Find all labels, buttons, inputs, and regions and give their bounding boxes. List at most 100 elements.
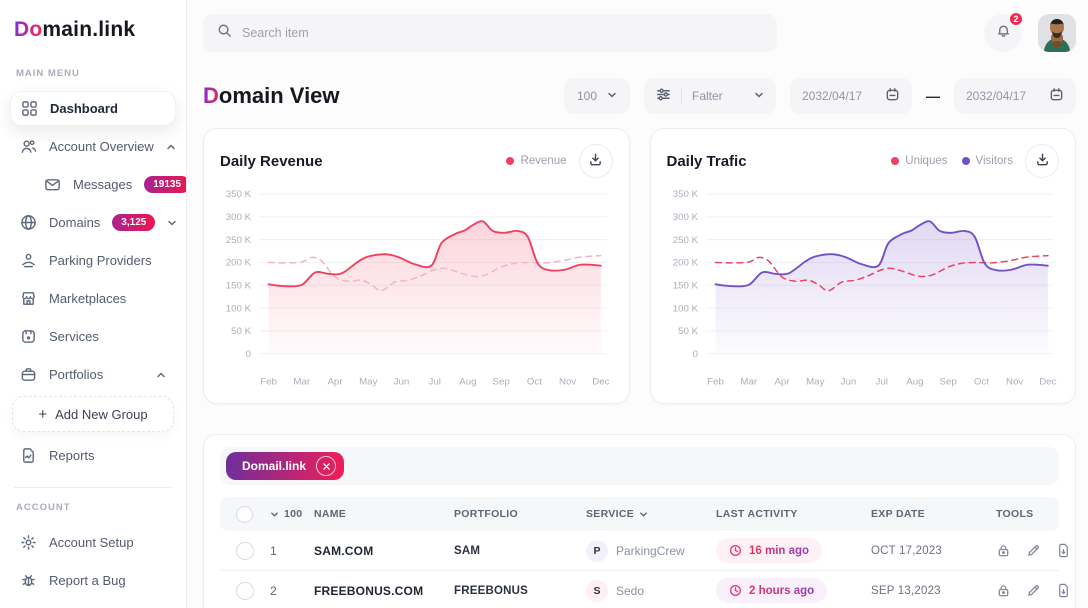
select-all-checkbox[interactable] <box>236 505 253 523</box>
svg-text:Nov: Nov <box>1005 377 1023 388</box>
filter-chip-domail-link[interactable]: Domail.link <box>226 452 345 480</box>
svg-text:50 K: 50 K <box>678 326 699 337</box>
bell-icon <box>995 22 1012 44</box>
download-icon <box>588 152 603 170</box>
download-chart-button[interactable] <box>578 144 613 178</box>
domain-name[interactable]: SAM.COM <box>314 543 374 558</box>
sidebar-item-account-overview[interactable]: Account Overview <box>10 129 176 164</box>
services-box-icon <box>20 328 37 345</box>
page-size-select[interactable]: 100 <box>564 78 630 114</box>
svg-text:Dec: Dec <box>592 377 610 388</box>
svg-text:Jul: Jul <box>428 377 440 388</box>
row-number: 1 <box>270 543 277 558</box>
last-activity-cell: 16 min ago <box>716 538 871 563</box>
notification-count-badge: 2 <box>1008 11 1024 27</box>
chevron-down-icon[interactable] <box>167 218 177 228</box>
page-title: Domain View <box>203 83 340 109</box>
chevron-up-icon[interactable] <box>156 370 166 380</box>
filter-dropdown[interactable]: Falter <box>644 78 776 114</box>
service-name: Sedo <box>616 583 645 598</box>
add-new-group-label: Add New Group <box>55 406 148 422</box>
daily-trafic-chart: 350 K 300 K 250 K 200 K 150 K 100 K 50 K 0 Feb Ma… <box>672 189 1056 388</box>
page-title-accent: D <box>203 83 219 108</box>
svg-text:100 K: 100 K <box>672 304 698 315</box>
svg-text:250 K: 250 K <box>226 235 252 246</box>
sidebar-item-domains[interactable]: Domains 3,125 <box>10 205 177 240</box>
column-name: NAME <box>314 508 347 520</box>
last-activity-pill: 16 min ago <box>716 538 823 563</box>
svg-text:Aug: Aug <box>906 377 923 388</box>
sliders-icon <box>656 87 671 105</box>
charts-row: Daily Revenue Revenue 350 K 300 K 250 K 200… <box>203 128 1076 404</box>
column-count[interactable]: 100 <box>270 508 314 520</box>
sidebar-item-marketplaces[interactable]: Marketplaces <box>10 281 176 316</box>
svg-text:Oct: Oct <box>973 377 988 388</box>
sidebar-item-report-a-bug[interactable]: Report a Bug <box>10 563 176 598</box>
search-input[interactable] <box>242 26 763 40</box>
sidebar-item-account-setup[interactable]: Account Setup <box>10 525 176 560</box>
page-header: Domain View 100 Falter 2032/04/17 <box>203 76 1076 116</box>
column-service[interactable]: SERVICE <box>586 508 716 520</box>
svg-text:Oct: Oct <box>527 377 542 388</box>
table-body: 1 SAM.COM SAM P ParkingCrew 16 min ago O… <box>220 531 1068 608</box>
tools-cell <box>996 543 1075 558</box>
user-avatar[interactable] <box>1038 14 1076 52</box>
chevron-up-icon[interactable] <box>166 142 176 152</box>
daily-revenue-chart: 350 K 300 K 250 K 200 K 150 K 100 K 50 K 0 Feb Ma… <box>226 189 610 388</box>
svg-text:150 K: 150 K <box>672 281 698 292</box>
svg-text:Feb: Feb <box>707 377 724 388</box>
domain-name[interactable]: FREEBONUS.COM <box>314 583 424 598</box>
sidebar-item-portfolios[interactable]: Portfolios <box>10 357 176 392</box>
edit-button[interactable] <box>1026 543 1041 558</box>
file-download-icon <box>1059 583 1068 598</box>
chart-header: Daily Trafic Uniques Visitors <box>667 143 1059 179</box>
svg-text:300 K: 300 K <box>672 212 698 223</box>
search-bar[interactable] <box>203 14 777 52</box>
sidebar-item-label: Dashboard <box>50 101 118 116</box>
sidebar-item-dashboard[interactable]: Dashboard <box>10 91 176 126</box>
gear-icon <box>20 534 37 551</box>
sidebar-item-reports[interactable]: Reports <box>10 438 176 473</box>
users-icon <box>20 138 37 155</box>
chevron-down-icon <box>607 89 617 103</box>
sidebar-item-label: Reports <box>49 448 95 463</box>
remove-filter-icon[interactable] <box>316 456 337 476</box>
sidebar-item-services[interactable]: Services <box>10 319 176 354</box>
tools-cell <box>996 583 1075 598</box>
lock-button[interactable] <box>996 543 1011 558</box>
column-tools: TOOLS <box>996 508 1034 520</box>
chart-title: Daily Revenue <box>220 152 323 170</box>
filter-chip-label: Domail.link <box>242 459 307 473</box>
service-initial-badge: S <box>586 579 608 602</box>
row-checkbox[interactable] <box>236 541 254 560</box>
date-from-picker[interactable]: 2032/04/17 <box>790 78 912 114</box>
svg-text:Jul: Jul <box>875 377 887 388</box>
table-row: 1 SAM.COM SAM P ParkingCrew 16 min ago O… <box>220 531 1068 571</box>
sidebar-item-label: Domains <box>49 215 101 230</box>
download-chart-button[interactable] <box>1025 144 1059 178</box>
sidebar-item-messages[interactable]: Messages 19135 <box>10 167 186 202</box>
date-from-value: 2032/04/17 <box>802 89 863 103</box>
add-new-group-button[interactable]: + Add New Group <box>12 396 174 432</box>
pencil-icon <box>1028 585 1039 596</box>
sidebar-item-parking-providers[interactable]: Parking Providers <box>10 243 176 278</box>
envelope-icon <box>44 176 61 193</box>
date-to-picker[interactable]: 2032/04/17 <box>954 78 1076 114</box>
svg-text:300 K: 300 K <box>226 212 252 223</box>
notifications-button[interactable]: 2 <box>984 11 1024 52</box>
edit-button[interactable] <box>1026 583 1041 598</box>
plus-icon: + <box>38 405 48 423</box>
file-download-button[interactable] <box>1056 543 1071 558</box>
pencil-icon <box>1028 545 1039 556</box>
table-header-row: 100 NAME PORTFOLIO SERVICE LAST ACTIVITY… <box>220 497 1059 531</box>
sidebar-item-label: Messages <box>73 177 133 192</box>
file-download-button[interactable] <box>1056 583 1071 598</box>
date-to-value: 2032/04/17 <box>966 89 1027 103</box>
svg-text:Feb: Feb <box>260 377 277 388</box>
lock-button[interactable] <box>996 583 1011 598</box>
date-range-separator: — <box>926 88 940 104</box>
row-number: 2 <box>270 583 277 598</box>
svg-text:May: May <box>359 377 378 388</box>
main-content: 2 Domain View 100 Falter <box>187 0 1088 608</box>
row-checkbox[interactable] <box>236 581 254 600</box>
